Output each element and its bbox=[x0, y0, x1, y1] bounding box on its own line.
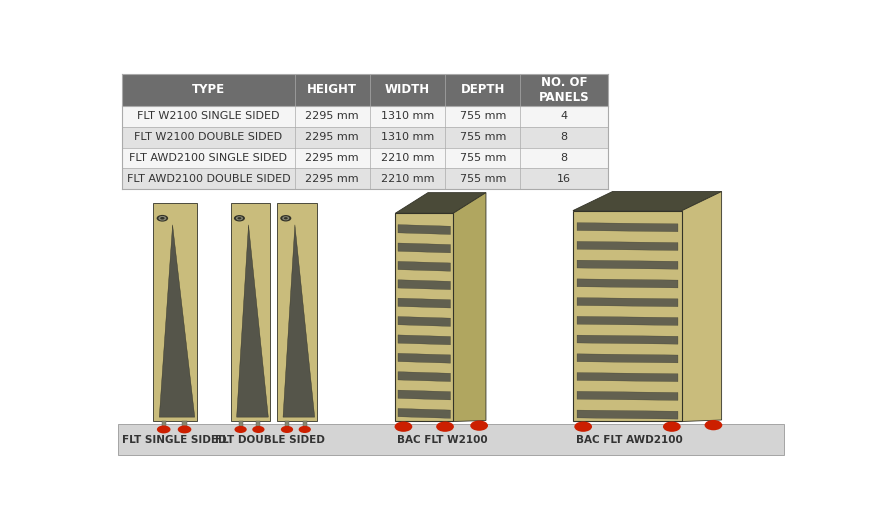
Text: 2295 mm: 2295 mm bbox=[305, 153, 359, 163]
Circle shape bbox=[394, 422, 413, 432]
Text: TYPE: TYPE bbox=[192, 84, 225, 96]
Polygon shape bbox=[398, 243, 451, 253]
Polygon shape bbox=[238, 422, 243, 429]
Polygon shape bbox=[398, 224, 451, 234]
Circle shape bbox=[238, 217, 241, 219]
Text: FLT AWD2100 DOUBLE SIDED: FLT AWD2100 DOUBLE SIDED bbox=[127, 174, 290, 184]
Circle shape bbox=[280, 215, 291, 221]
Circle shape bbox=[284, 217, 288, 219]
Circle shape bbox=[157, 215, 168, 222]
Polygon shape bbox=[398, 353, 451, 363]
Polygon shape bbox=[277, 203, 317, 422]
Bar bbox=[122, 148, 608, 168]
Polygon shape bbox=[398, 335, 451, 345]
Text: 755 mm: 755 mm bbox=[459, 153, 506, 163]
Text: FLT W2100 DOUBLE SIDED: FLT W2100 DOUBLE SIDED bbox=[135, 132, 282, 142]
Circle shape bbox=[234, 426, 246, 433]
Text: 2295 mm: 2295 mm bbox=[305, 132, 359, 142]
Polygon shape bbox=[577, 354, 678, 363]
Polygon shape bbox=[577, 335, 678, 344]
Circle shape bbox=[663, 422, 681, 432]
Polygon shape bbox=[577, 410, 678, 419]
Polygon shape bbox=[577, 373, 678, 382]
Polygon shape bbox=[682, 191, 722, 422]
Polygon shape bbox=[453, 192, 486, 422]
Text: 755 mm: 755 mm bbox=[459, 111, 506, 121]
Polygon shape bbox=[231, 203, 270, 422]
Polygon shape bbox=[577, 316, 678, 326]
Polygon shape bbox=[162, 422, 165, 429]
Polygon shape bbox=[398, 262, 451, 271]
Text: 2295 mm: 2295 mm bbox=[305, 111, 359, 121]
Circle shape bbox=[282, 216, 290, 220]
Circle shape bbox=[157, 426, 171, 433]
Text: BAC FLT W2100: BAC FLT W2100 bbox=[397, 435, 488, 445]
Text: FLT AWD2100 SINGLE SIDED: FLT AWD2100 SINGLE SIDED bbox=[129, 153, 288, 163]
Polygon shape bbox=[398, 390, 451, 400]
Text: BAC FLT AWD2100: BAC FLT AWD2100 bbox=[576, 435, 683, 445]
Circle shape bbox=[470, 421, 488, 431]
Text: 755 mm: 755 mm bbox=[459, 174, 506, 184]
Text: WIDTH: WIDTH bbox=[385, 84, 430, 96]
Text: FLT W2100 SINGLE SIDED: FLT W2100 SINGLE SIDED bbox=[137, 111, 280, 121]
Bar bbox=[122, 168, 608, 189]
Text: 1310 mm: 1310 mm bbox=[381, 132, 434, 142]
Bar bbox=[122, 127, 608, 148]
Polygon shape bbox=[152, 203, 197, 422]
Circle shape bbox=[253, 426, 265, 433]
Polygon shape bbox=[398, 298, 451, 308]
Bar bbox=[122, 74, 608, 106]
Polygon shape bbox=[577, 298, 678, 307]
Circle shape bbox=[178, 426, 191, 433]
Text: 2210 mm: 2210 mm bbox=[381, 153, 435, 163]
Circle shape bbox=[160, 217, 165, 219]
Text: FLT DOUBLE SIDED: FLT DOUBLE SIDED bbox=[216, 435, 326, 445]
Polygon shape bbox=[395, 192, 486, 213]
Polygon shape bbox=[573, 211, 682, 422]
Bar bbox=[122, 106, 608, 127]
Circle shape bbox=[234, 215, 245, 221]
Text: NO. OF
PANELS: NO. OF PANELS bbox=[539, 76, 590, 104]
Text: 8: 8 bbox=[561, 132, 568, 142]
Text: DEPTH: DEPTH bbox=[460, 84, 505, 96]
Polygon shape bbox=[398, 280, 451, 289]
Polygon shape bbox=[577, 279, 678, 288]
Text: 2210 mm: 2210 mm bbox=[381, 174, 435, 184]
Polygon shape bbox=[577, 391, 678, 400]
Text: 4: 4 bbox=[561, 111, 568, 121]
Polygon shape bbox=[395, 213, 453, 422]
Polygon shape bbox=[398, 409, 451, 418]
Circle shape bbox=[236, 216, 243, 220]
Polygon shape bbox=[237, 225, 268, 417]
Text: FLT SINGLE SIDED: FLT SINGLE SIDED bbox=[122, 435, 227, 445]
Circle shape bbox=[298, 426, 311, 433]
Polygon shape bbox=[577, 260, 678, 269]
Text: 755 mm: 755 mm bbox=[459, 132, 506, 142]
Circle shape bbox=[705, 420, 722, 430]
Circle shape bbox=[281, 426, 293, 433]
Polygon shape bbox=[283, 225, 315, 417]
Polygon shape bbox=[256, 422, 260, 429]
Polygon shape bbox=[182, 422, 187, 429]
Bar bbox=[118, 424, 784, 455]
Polygon shape bbox=[577, 241, 678, 250]
Polygon shape bbox=[398, 372, 451, 381]
Circle shape bbox=[575, 422, 592, 432]
Polygon shape bbox=[303, 422, 307, 429]
Polygon shape bbox=[398, 316, 451, 327]
Polygon shape bbox=[577, 223, 678, 232]
Polygon shape bbox=[285, 422, 289, 429]
Text: 16: 16 bbox=[557, 174, 571, 184]
Circle shape bbox=[158, 216, 166, 220]
Text: 2295 mm: 2295 mm bbox=[305, 174, 359, 184]
Polygon shape bbox=[159, 225, 194, 417]
Polygon shape bbox=[573, 191, 722, 211]
Text: 1310 mm: 1310 mm bbox=[381, 111, 434, 121]
Text: HEIGHT: HEIGHT bbox=[307, 84, 357, 96]
Circle shape bbox=[436, 422, 454, 432]
Text: 8: 8 bbox=[561, 153, 568, 163]
